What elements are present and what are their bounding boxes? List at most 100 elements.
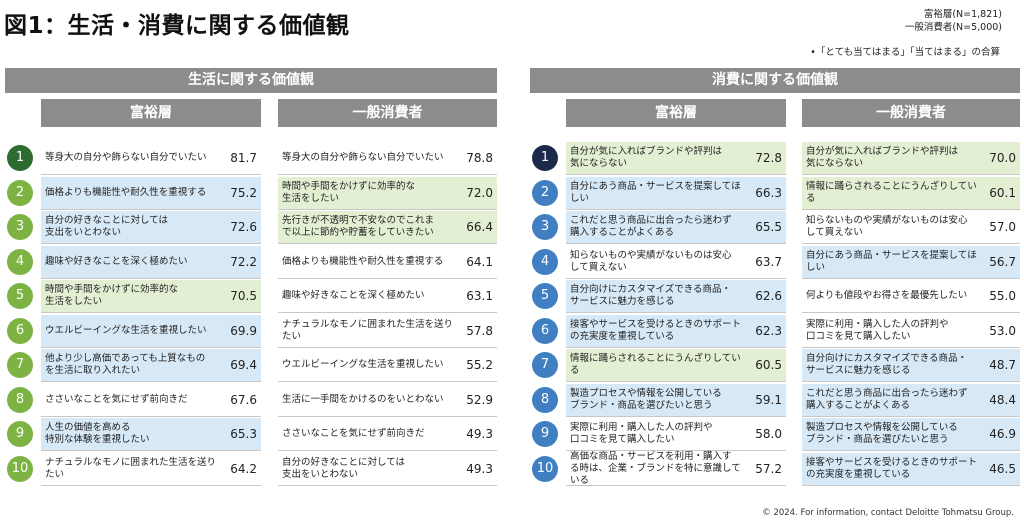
consumption-values-section: 消費に関する価値観 富裕層 一般消費者 1 2 3 4 5 6 7 8 9 10 自分が気に入れば… xyxy=(530,68,1020,486)
list-item: 等身大の自分や飾らない自分でいたい 78.8 xyxy=(278,142,497,175)
list-item: 実際に利用・購入した人の評判や 口コミを見て購入したい 58.0 xyxy=(566,418,786,451)
sample-size-legend: 富裕層(N=1,821) 一般消費者(N=5,000) xyxy=(905,8,1002,34)
item-text: これだと思う商品に出合ったら迷わず 購入することがよくある xyxy=(570,215,732,238)
list-item: 等身大の自分や飾らない自分でいたい 81.7 xyxy=(41,142,261,175)
item-text: 自分にあう商品・サービスを提案してほしい xyxy=(806,249,977,273)
list-item: これだと思う商品に出合ったら迷わず 購入することがよくある 65.5 xyxy=(566,211,786,244)
list-item: 趣味や好きなことを深く極めたい 63.1 xyxy=(278,280,497,313)
item-value: 72.6 xyxy=(230,220,257,234)
list-item: 自分向けにカスタマイズできる商品・ サービスに魅力を感じる 48.7 xyxy=(802,349,1020,382)
item-value: 64.2 xyxy=(230,461,257,476)
legend-wealthy: 富裕層(N=1,821) xyxy=(923,9,1002,20)
item-value: 65.5 xyxy=(755,220,782,234)
item-value: 70.5 xyxy=(230,289,257,303)
list-item: ナチュラルなモノに囲まれた生活を送りたい 57.8 xyxy=(278,315,497,348)
rank-badge: 4 xyxy=(532,248,558,275)
item-value: 64.1 xyxy=(466,254,493,269)
item-value: 48.7 xyxy=(989,358,1016,372)
item-value: 60.1 xyxy=(989,185,1016,200)
list-item: 接客やサービスを受けるときのサポート の充実度を重視している 46.5 xyxy=(802,452,1020,486)
item-text: 趣味や好きなことを深く極めたい xyxy=(45,255,188,267)
rank-badge: 3 xyxy=(7,214,33,240)
list-item: 時間や手間をかけずに効率的な 生活をしたい 70.5 xyxy=(41,280,261,313)
rank-badge: 9 xyxy=(532,421,558,447)
life-wealthy-column: 富裕層 xyxy=(41,99,261,127)
list-item: 自分の好きなことに対しては 支出をいとわない 49.3 xyxy=(278,453,497,486)
item-value: 57.8 xyxy=(466,323,493,338)
rank-badge: 4 xyxy=(7,248,33,275)
item-text: 自分が気に入ればブランドや評判は 気にならない xyxy=(570,146,723,169)
list-item: ウエルビーイングな生活を重視したい 69.9 xyxy=(41,314,261,348)
item-text: ナチュラルなモノに囲まれた生活を送りたい xyxy=(282,318,454,342)
legend-general: 一般消費者(N=5,000) xyxy=(904,22,1002,33)
rank-badge: 10 xyxy=(7,455,33,482)
item-text: 自分が気に入ればブランドや評判は 気にならない xyxy=(806,146,959,169)
list-item: 自分向けにカスタマイズできる商品・ サービスに魅力を感じる 62.6 xyxy=(566,280,786,313)
item-text: 情報に踊らされることにうんざりしている xyxy=(570,353,741,376)
list-item: 知らないものや実績がないものは安心 して買えない 63.7 xyxy=(566,246,786,279)
item-text: 知らないものや実績がないものは安心 して買えない xyxy=(806,215,968,238)
life-general-column: 一般消費者 xyxy=(278,99,497,127)
list-item: 趣味や好きなことを深く極めたい 72.2 xyxy=(41,245,261,279)
item-text: 自分の好きなことに対しては 支出をいとわない xyxy=(45,215,169,238)
item-text: ささいなことを気にせず前向きだ xyxy=(45,393,188,405)
item-value: 72.0 xyxy=(466,185,493,200)
list-item: 価格よりも機能性や耐久性を重視する 75.2 xyxy=(41,176,261,210)
list-item: 情報に踊らされることにうんざりしている 60.1 xyxy=(802,176,1020,210)
item-value: 63.1 xyxy=(466,289,493,303)
item-text: 時間や手間をかけずに効率的な 生活をしたい xyxy=(45,284,179,307)
rank-badge: 8 xyxy=(532,386,558,413)
list-item: 接客やサービスを受けるときのサポート の充実度を重視している 62.3 xyxy=(566,314,786,348)
item-text: 接客やサービスを受けるときのサポート の充実度を重視している xyxy=(806,456,978,480)
consumption-general-column: 一般消費者 xyxy=(802,99,1020,127)
item-value: 52.9 xyxy=(466,392,493,407)
item-text: 製造プロセスや情報を公開している ブランド・商品を選びたいと思う xyxy=(570,387,722,411)
rank-badge: 1 xyxy=(532,145,558,171)
item-text: 情報に踊らされることにうんざりしている xyxy=(806,180,977,204)
list-item: 製造プロセスや情報を公開している ブランド・商品を選びたいと思う 59.1 xyxy=(566,383,786,417)
rank-badge: 3 xyxy=(532,214,558,240)
list-item: 高価な商品・サービスを利用・購入す る時は、企業・ブランドを特に意識して いる 5… xyxy=(566,451,786,486)
item-value: 57.0 xyxy=(989,220,1016,234)
life-values-section: 生活に関する価値観 富裕層 一般消費者 1 2 3 4 5 6 7 8 9 10 等身大の自分や飾… xyxy=(5,68,497,486)
item-value: 69.4 xyxy=(230,358,257,372)
item-text: 先行きが不透明で不安なのでこれま で以上に節約や貯蓄をしていきたい xyxy=(282,215,435,238)
rank-badge: 7 xyxy=(7,352,33,378)
item-value: 63.7 xyxy=(755,254,782,269)
list-item: 生活に一手間をかけるのをいとわない 52.9 xyxy=(278,384,497,417)
item-text: ささいなことを気にせず前向きだ xyxy=(282,428,425,439)
item-text: 時間や手間をかけずに効率的な 生活をしたい xyxy=(282,180,416,204)
item-value: 55.2 xyxy=(466,358,493,372)
rank-badge: 5 xyxy=(532,283,558,309)
item-text: 実際に利用・購入した人の評判や 口コミを見て購入したい xyxy=(806,318,949,342)
item-text: ナチュラルなモノに囲まれた生活を送りたい xyxy=(45,456,217,480)
life-general-header: 一般消費者 xyxy=(278,99,497,127)
item-text: 趣味や好きなことを深く極めたい xyxy=(282,290,425,301)
copyright-footer: © 2024. For information, contact Deloitt… xyxy=(762,508,1014,518)
rank-badge: 7 xyxy=(532,352,558,378)
list-item: 自分にあう商品・サービスを提案してほしい 66.3 xyxy=(566,176,786,210)
list-item: 情報に踊らされることにうんざりしている 60.5 xyxy=(566,349,786,382)
rank-badge: 9 xyxy=(7,421,33,447)
item-text: 他より少し高価であっても上質なもの を生活に取り入れたい xyxy=(45,353,206,376)
item-text: 自分にあう商品・サービスを提案してほしい xyxy=(570,180,741,204)
list-item: 時間や手間をかけずに効率的な 生活をしたい 72.0 xyxy=(278,176,497,210)
item-text: 知らないものや実績がないものは安心 して買えない xyxy=(570,249,732,273)
item-value: 66.4 xyxy=(466,220,493,234)
list-item: 知らないものや実績がないものは安心 して買えない 57.0 xyxy=(802,211,1020,244)
list-item: 実際に利用・購入した人の評判や 口コミを見て購入したい 53.0 xyxy=(802,315,1020,348)
item-value: 59.1 xyxy=(755,392,782,407)
rank-badge: 1 xyxy=(7,145,33,171)
list-item: ささいなことを気にせず前向きだ 49.3 xyxy=(278,418,497,451)
item-text: 自分の好きなことに対しては 支出をいとわない xyxy=(282,456,406,480)
item-value: 72.8 xyxy=(755,151,782,165)
item-text: ウエルビーイングな生活を重視したい xyxy=(282,359,444,370)
item-value: 49.3 xyxy=(466,461,493,476)
rank-badge: 10 xyxy=(532,455,558,482)
item-value: 53.0 xyxy=(989,323,1016,338)
list-item: 自分の好きなことに対しては 支出をいとわない 72.6 xyxy=(41,211,261,244)
item-value: 66.3 xyxy=(755,185,782,200)
item-text: 自分向けにカスタマイズできる商品・ サービスに魅力を感じる xyxy=(570,284,732,307)
list-item: 自分が気に入ればブランドや評判は 気にならない 72.8 xyxy=(566,142,786,175)
rank-badge: 2 xyxy=(7,179,33,206)
